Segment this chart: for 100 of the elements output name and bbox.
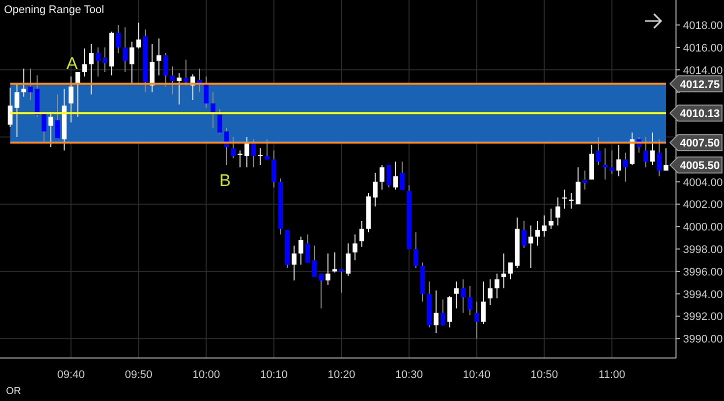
candlestick <box>616 144 622 177</box>
candlestick <box>298 236 304 266</box>
candlestick <box>116 24 121 54</box>
y-tick-label: 3996.00 <box>683 266 723 278</box>
candlestick <box>623 152 628 182</box>
candlestick <box>460 278 466 314</box>
candlestick <box>224 128 229 166</box>
candlestick <box>548 208 554 230</box>
x-tick-label: 11:00 <box>598 369 626 381</box>
x-tick-label: 10:20 <box>328 369 356 381</box>
candlestick <box>400 161 405 190</box>
candlestick <box>82 48 87 78</box>
candlestick <box>650 132 655 166</box>
candlestick <box>88 44 94 95</box>
candlestick <box>28 68 33 101</box>
candlestick <box>130 41 134 84</box>
candlestick <box>238 150 242 168</box>
candlestick <box>55 94 60 139</box>
y-tick-label: 4016.00 <box>683 42 723 54</box>
candlestick <box>494 273 500 299</box>
candlestick <box>454 280 459 309</box>
candlestick <box>42 112 46 142</box>
candlestick <box>339 268 344 294</box>
candlestick <box>393 161 398 190</box>
candlestick <box>122 26 128 73</box>
x-tick-label: 10:30 <box>395 369 423 381</box>
candlestick <box>386 164 392 188</box>
candlestick <box>522 220 526 248</box>
y-tick-label: 3994.00 <box>683 288 723 301</box>
candlestick <box>312 245 317 278</box>
candlestick <box>102 46 108 73</box>
candlestick <box>264 138 270 160</box>
candlestick <box>68 76 74 123</box>
annotation: B <box>219 171 231 190</box>
candlestick <box>413 232 418 269</box>
candlestick <box>474 301 480 340</box>
candlestick <box>380 164 384 190</box>
candlestick <box>656 138 662 177</box>
candlestick <box>610 150 614 174</box>
annotation: A <box>66 54 78 73</box>
x-tick-label: 09:50 <box>124 369 152 381</box>
y-tick-label: 3992.00 <box>683 311 723 324</box>
candlestick <box>305 234 310 263</box>
x-tick-label: 10:40 <box>462 369 490 381</box>
candlestick <box>440 298 446 326</box>
candlestick <box>582 170 588 190</box>
candlestick <box>96 46 100 78</box>
text: 4005.50 <box>680 160 720 172</box>
candlestick <box>8 87 13 128</box>
candlestick <box>346 242 351 276</box>
candlestick <box>664 148 668 172</box>
y-tick-label: 4018.00 <box>683 20 723 32</box>
candlestick <box>75 72 80 118</box>
candlestick <box>535 220 540 246</box>
candlestick <box>318 273 324 309</box>
candlestick <box>272 150 276 188</box>
candlestick <box>184 59 188 86</box>
candlestick <box>251 138 256 168</box>
candlestick <box>14 82 20 138</box>
candlestick <box>359 220 364 248</box>
ref-line-label: 4012.75 <box>680 78 720 91</box>
candlestick <box>136 22 141 50</box>
x-tick-label: 09:40 <box>57 369 85 381</box>
candlestick <box>217 108 222 134</box>
x-tick-label: 10:50 <box>530 369 558 381</box>
x-tick-label: 10:10 <box>260 369 288 381</box>
candlestick <box>555 196 560 226</box>
candlestick <box>568 192 574 210</box>
candlestick <box>434 290 438 334</box>
chart-title: Opening Range Tool <box>4 4 104 16</box>
candlestick <box>468 285 472 316</box>
candlestick <box>542 214 547 238</box>
text: OR <box>6 386 21 397</box>
candlestick <box>326 252 330 286</box>
candlestick <box>508 262 513 280</box>
candlestick <box>488 278 493 306</box>
candlestick <box>528 224 534 269</box>
y-tick-label: 4002.00 <box>683 199 723 212</box>
candlestick <box>48 112 54 148</box>
candlestick <box>501 252 506 289</box>
ref-line-label: 4010.13 <box>680 108 720 120</box>
y-tick-label: 4014.00 <box>683 64 723 77</box>
y-tick-label: 3998.00 <box>683 244 723 256</box>
candlestick <box>562 189 567 210</box>
candlestick <box>163 52 168 88</box>
candlestick <box>352 234 358 261</box>
candlestick <box>643 136 648 168</box>
candlestick <box>372 172 378 207</box>
ref-line-label: 4007.50 <box>680 138 720 150</box>
candlestick <box>176 72 182 106</box>
candlestick <box>481 280 486 325</box>
candlestick <box>576 166 580 205</box>
candlestick <box>156 38 162 76</box>
y-tick-label: 3990.00 <box>683 334 723 346</box>
candlestick <box>292 245 297 281</box>
y-tick-label: 4000.00 <box>683 222 723 234</box>
candlestick <box>230 136 236 159</box>
y-tick-label: 4004.00 <box>683 176 723 189</box>
candlestick <box>596 136 601 166</box>
candlestick <box>197 68 202 93</box>
